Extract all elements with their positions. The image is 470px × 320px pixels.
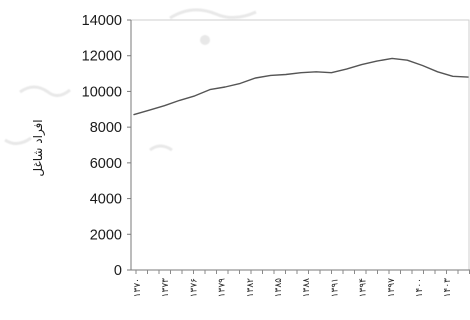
y-tick-label: 12000 — [82, 49, 122, 65]
x-tick-label: ۱۴۰۰ — [415, 278, 425, 297]
x-tick-label: ۱۳۸۸ — [302, 278, 312, 298]
y-tick-label: 2000 — [90, 227, 122, 243]
plot-area — [130, 19, 470, 271]
x-tick-label: ۱۳۸۲ — [246, 278, 256, 298]
x-tick-label: ۱۳۹۱ — [330, 278, 340, 297]
x-tick-label: ۱۳۸۵ — [274, 278, 284, 298]
y-axis: 0 2000 4000 6000 8000 10000 12000 14000 — [82, 13, 131, 279]
y-tick-label: 4000 — [90, 192, 122, 208]
x-axis: ۱۳۷۰ ۱۳۷۳ ۱۳۷۶ ۱۳۷۹ ۱۳۸۲ ۱۳۸۵ ۱۳۸۸ ۱۳۹۱ ۱۳۹۴ ۱۳۹۷… — [133, 270, 470, 297]
x-tick-label: ۱۳۷۰ — [133, 278, 143, 297]
y-tick-label: 10000 — [82, 84, 122, 100]
plot-frame — [130, 19, 470, 271]
y-tick-label: 6000 — [90, 156, 122, 172]
watermark-seal — [4, 8, 257, 152]
x-tick-label: ۱۳۹۴ — [359, 278, 369, 298]
y-axis-label: افراد شاغل — [31, 119, 46, 176]
series-line — [133, 57, 469, 116]
x-tick-label: ۱۳۹۷ — [387, 278, 397, 298]
y-tick-label: 14000 — [82, 13, 122, 29]
y-tick-label: 8000 — [90, 120, 122, 136]
x-tick-label: ۱۴۰۳ — [443, 278, 453, 298]
y-tick-label: 0 — [114, 263, 122, 279]
x-tick-label: ۱۳۷۳ — [161, 278, 171, 298]
x-tick-label: ۱۳۷۶ — [189, 278, 199, 298]
x-tick-label: ۱۳۷۹ — [218, 278, 228, 298]
